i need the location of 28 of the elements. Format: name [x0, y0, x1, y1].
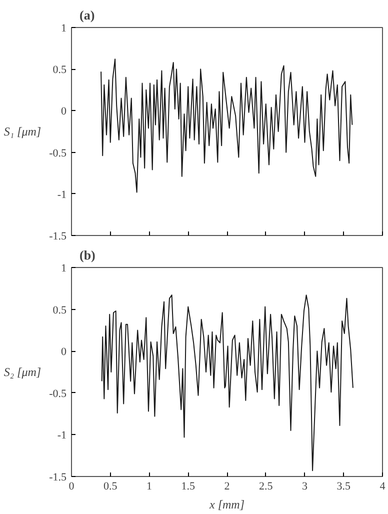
x-tick-label: 1	[146, 480, 152, 492]
y-tick-label: 0	[61, 346, 67, 358]
y-tick-label: 0.5	[52, 64, 67, 76]
line-series	[100, 58, 353, 193]
x-tick-label: 3	[302, 480, 308, 492]
y-tick-label: 1	[61, 262, 66, 274]
y-tick-label: -1.5	[49, 472, 67, 484]
y-tick-label: -1.5	[49, 230, 67, 242]
y-tick-label: -0.5	[49, 147, 67, 160]
y-tick-label: 0	[61, 106, 67, 118]
y-axis-title: S₁ [μm]	[4, 124, 42, 138]
y-tick-label: -0.5	[49, 388, 67, 400]
x-tick-label: 0	[68, 480, 75, 492]
y-tick-label: 0.5	[52, 304, 67, 316]
line-series	[101, 294, 354, 472]
chart-title: (b)	[80, 248, 96, 262]
y-tick-label: 1	[61, 22, 66, 34]
x-tick-label: 2.5	[259, 480, 274, 492]
x-tick-label: 3.5	[336, 480, 351, 492]
chart-title: (a)	[80, 8, 95, 22]
x-tick-label: 1.5	[181, 480, 196, 492]
y-tick-label: -1	[57, 430, 67, 442]
x-tick-label: 2	[224, 480, 230, 492]
x-tick-label: 0.5	[104, 480, 118, 492]
x-axis-title: x [mm]	[208, 498, 245, 512]
y-axis-title: S₂ [μm]	[4, 365, 42, 379]
y-tick-label: -1	[57, 188, 67, 201]
x-tick-label: 4	[380, 480, 386, 492]
